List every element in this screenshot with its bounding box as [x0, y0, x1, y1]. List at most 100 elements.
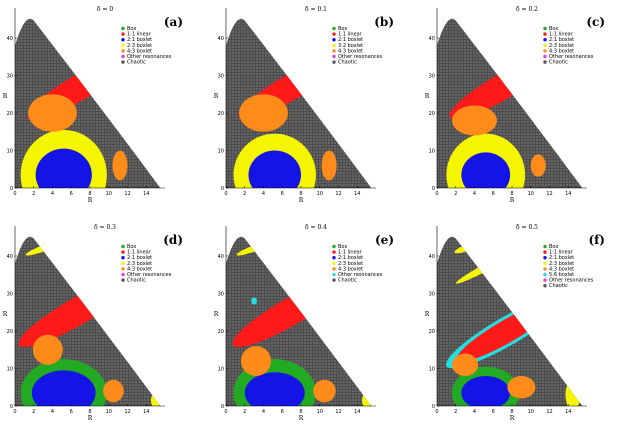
legend-label: 2:3 boxlet	[127, 261, 152, 267]
legend-marker	[332, 54, 336, 59]
y-tick-label: 30	[7, 292, 13, 298]
y-tick-label: 0	[10, 404, 13, 410]
x-tick-label: 2	[32, 191, 35, 197]
legend-label: Chaotic	[338, 278, 357, 284]
orbit-region-4-3-boxlet	[32, 334, 63, 365]
x-tick-label: 12	[335, 191, 341, 197]
panel-label: (e)	[375, 233, 394, 247]
x-tick-label: 14	[143, 191, 149, 197]
orbit-region-2-3-boxlet	[361, 392, 372, 406]
y-tick-label: 40	[7, 254, 13, 260]
legend-label: Box	[549, 244, 558, 250]
orbit-region-4-3-boxlet	[321, 150, 337, 181]
region-layer	[233, 54, 345, 189]
legend-marker	[543, 32, 547, 36]
x-tick-label: 14	[565, 409, 571, 415]
panel-label: (b)	[374, 15, 394, 29]
legend-label: 1:1 linear	[338, 32, 363, 38]
legend-marker	[332, 26, 336, 31]
x-axis-label: R	[299, 415, 304, 422]
legend-label: Chaotic	[127, 60, 146, 66]
x-axis-label: R	[88, 415, 93, 422]
y-axis-label: R	[214, 311, 219, 318]
x-tick-label: 2	[243, 409, 246, 415]
legend-marker	[332, 32, 336, 36]
legend-marker	[543, 49, 547, 53]
legend-marker	[543, 244, 547, 249]
y-tick-label: 0	[432, 404, 435, 410]
x-tick-label: 8	[299, 409, 302, 415]
orbit-region-2-1-boxlet	[35, 148, 92, 189]
legend-marker	[332, 49, 336, 53]
legend-label: 3:2 boxlet	[338, 43, 363, 49]
x-tick-label: 4	[51, 191, 54, 197]
panel-title: δ = 0.4	[305, 224, 327, 231]
legend-marker	[121, 60, 125, 64]
x-tick-label: 10	[528, 409, 534, 415]
legend-label: Other resonances	[127, 272, 172, 278]
y-tick-label: 0	[10, 186, 13, 192]
x-tick-label: 12	[546, 191, 552, 197]
y-tick-label: 40	[429, 254, 435, 260]
orbit-region-4-3-boxlet	[112, 150, 128, 181]
region-layer	[446, 54, 556, 189]
legend-label: 2:1 boxlet	[549, 37, 574, 43]
x-tick-label: 4	[473, 191, 476, 197]
orbit-region-4-3-boxlet	[28, 94, 77, 132]
legend-label: 2:1 boxlet	[338, 37, 363, 43]
x-tick-label: 12	[124, 191, 130, 197]
y-tick-label: 10	[429, 149, 435, 155]
y-tick-label: 10	[218, 367, 224, 373]
legend-marker	[543, 261, 547, 265]
x-tick-label: 14	[143, 409, 149, 415]
orbit-region-4-3-boxlet	[507, 376, 536, 399]
x-tick-label: 0	[435, 191, 438, 197]
legend-label: Other resonances	[338, 272, 383, 278]
legend-marker	[543, 250, 547, 254]
x-tick-label: 6	[492, 191, 495, 197]
legend-label: Chaotic	[127, 278, 146, 284]
x-tick-label: 4	[262, 409, 265, 415]
panel-label: (c)	[586, 15, 605, 29]
y-tick-label: 10	[429, 367, 435, 373]
legend-marker	[121, 32, 125, 36]
orbit-region-other-resonances	[251, 297, 257, 305]
x-axis-label: R	[510, 197, 515, 204]
y-tick-label: 10	[218, 149, 224, 155]
legend-marker	[332, 43, 336, 47]
x-tick-label: 6	[281, 409, 284, 415]
panel-title: δ = 0.2	[516, 6, 538, 13]
legend-marker	[543, 54, 547, 59]
legend-marker	[121, 54, 125, 59]
legend-marker	[121, 272, 125, 277]
legend-label: 5:6 boxlet	[549, 272, 574, 278]
x-axis-label: R	[510, 415, 515, 422]
legend-label: Other resonances	[549, 278, 594, 284]
legend-marker	[332, 267, 336, 271]
panel-label: (f)	[588, 233, 605, 247]
x-tick-label: 8	[88, 191, 91, 197]
orbit-region-4-3-boxlet	[239, 94, 288, 132]
y-tick-label: 30	[7, 74, 13, 80]
y-tick-label: 0	[221, 186, 224, 192]
legend-label: 2:1 boxlet	[338, 255, 363, 261]
legend-label: 2:1 boxlet	[127, 255, 152, 261]
legend-marker	[332, 38, 336, 42]
legend-marker	[543, 267, 547, 271]
legend-label: 1:1 linear	[549, 250, 574, 256]
x-tick-label: 6	[70, 191, 73, 197]
orbit-region-2-3-boxlet	[565, 379, 581, 406]
legend-label: Box	[338, 26, 347, 32]
legend-marker	[121, 250, 125, 254]
legend-marker	[543, 43, 547, 47]
y-tick-label: 10	[7, 367, 13, 373]
panel-title: δ = 0	[97, 6, 113, 13]
legend-marker	[332, 60, 336, 64]
legend-marker	[121, 256, 125, 260]
orbit-region-4-3-boxlet	[103, 379, 124, 403]
legend-label: 2:3 boxlet	[549, 261, 574, 267]
